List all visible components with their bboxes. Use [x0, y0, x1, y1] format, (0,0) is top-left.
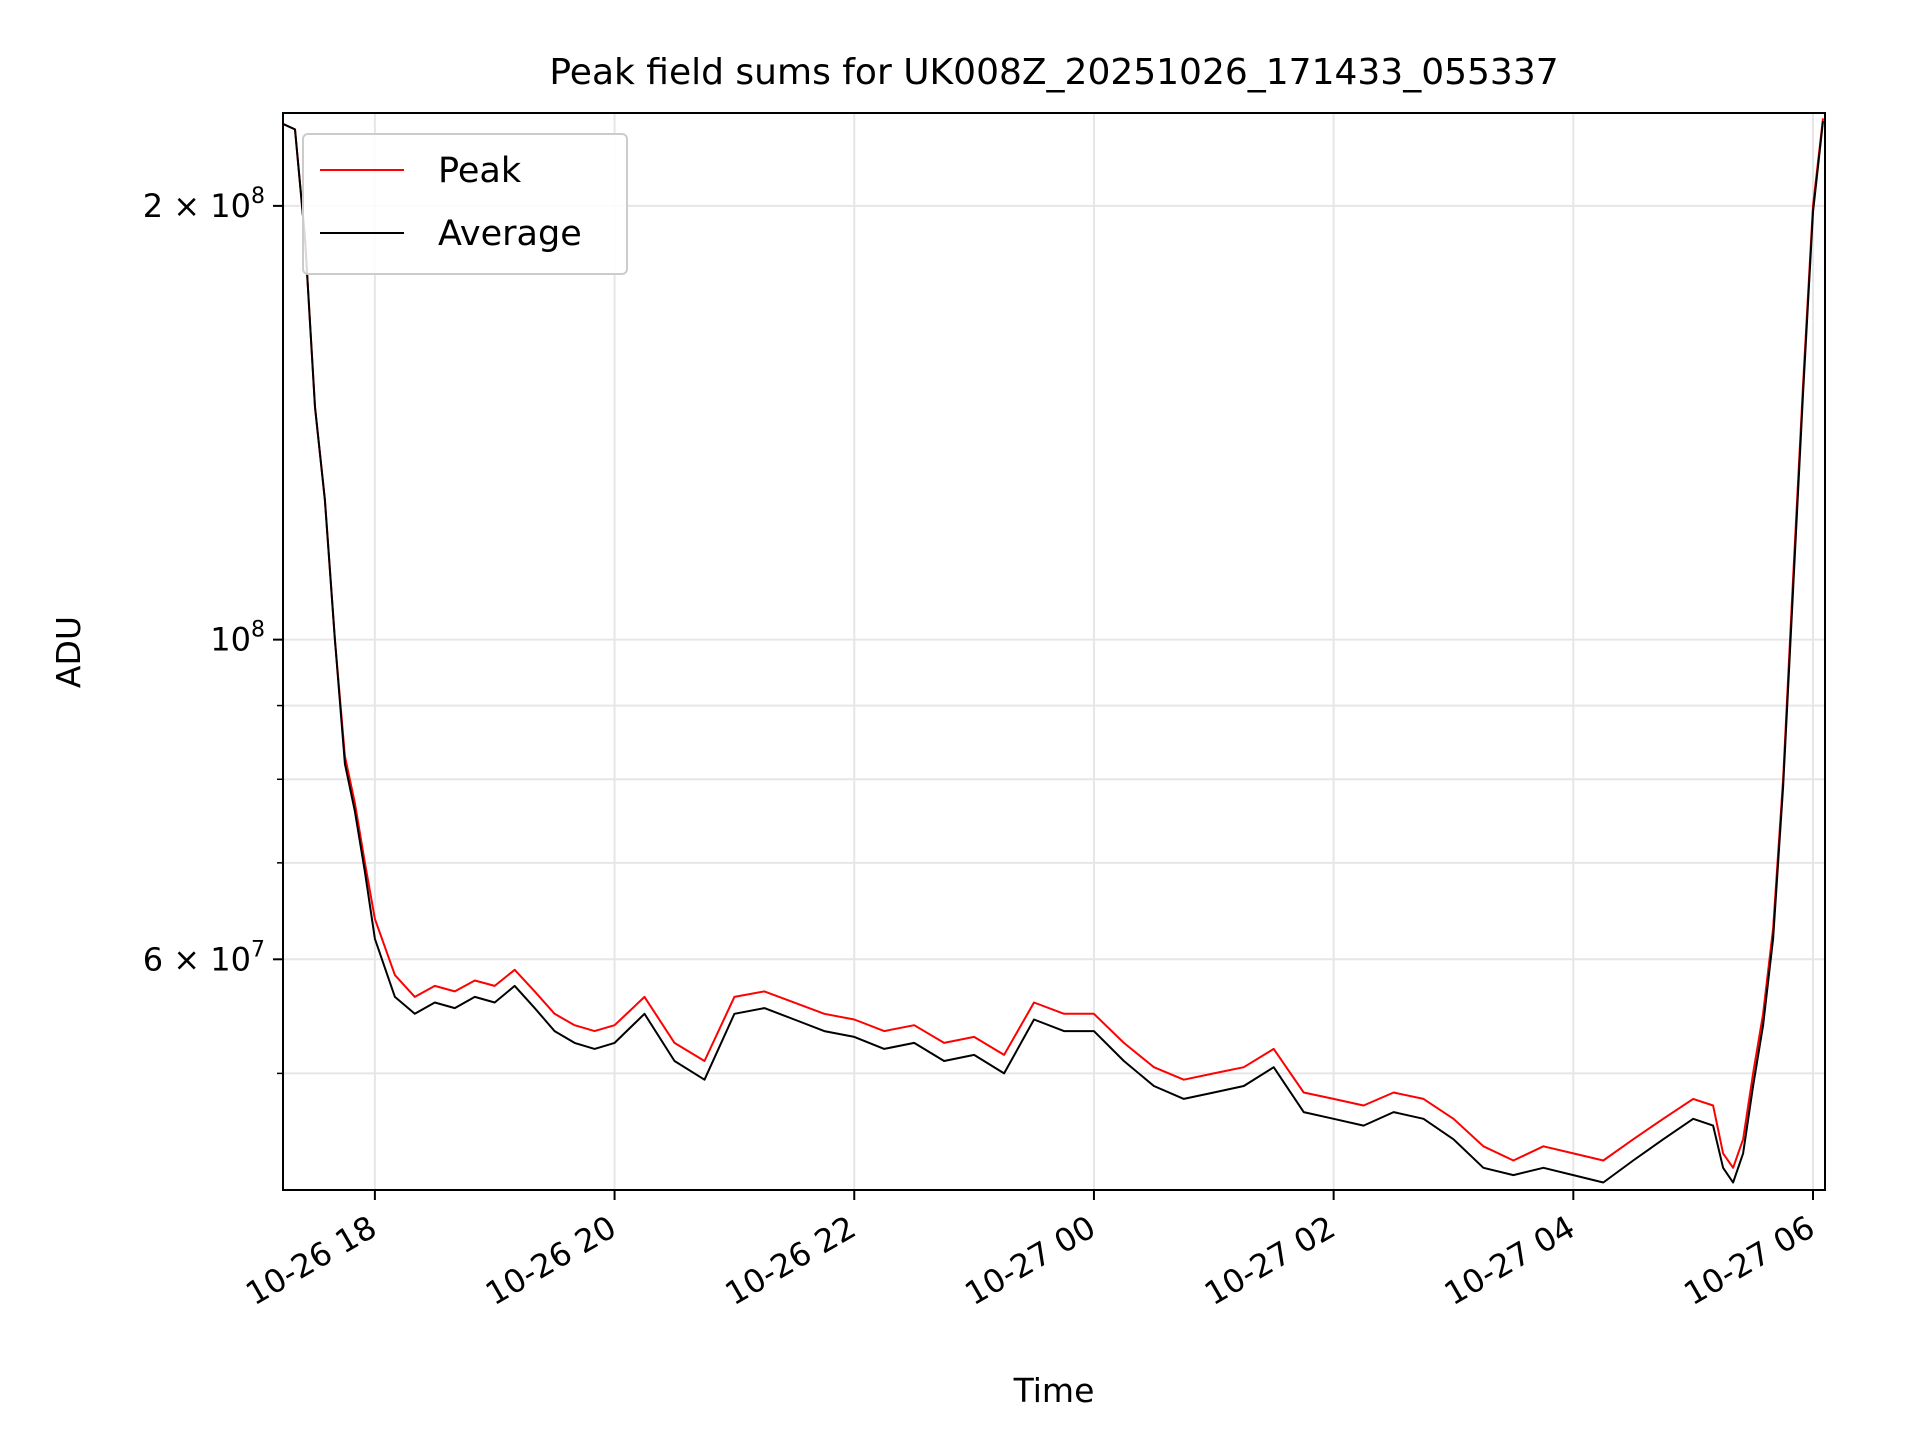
- y-axis-label: ADU: [49, 616, 88, 688]
- chart-title: Peak field sums for UK008Z_20251026_1714…: [549, 52, 1558, 93]
- y-tick-label: 6 × 107: [143, 937, 265, 978]
- x-axis-label: Time: [1013, 1371, 1095, 1410]
- legend-label-peak: Peak: [438, 151, 522, 191]
- legend-label-average: Average: [438, 214, 582, 254]
- series-line-peak: [283, 118, 1824, 1169]
- series-line-average: [283, 120, 1824, 1184]
- grid: [283, 113, 1825, 1190]
- legend: Peak Average: [302, 133, 628, 275]
- series-group: [283, 118, 1824, 1184]
- y-tick-label: 2 × 108: [143, 184, 265, 225]
- plot-frame: [282, 112, 1826, 1191]
